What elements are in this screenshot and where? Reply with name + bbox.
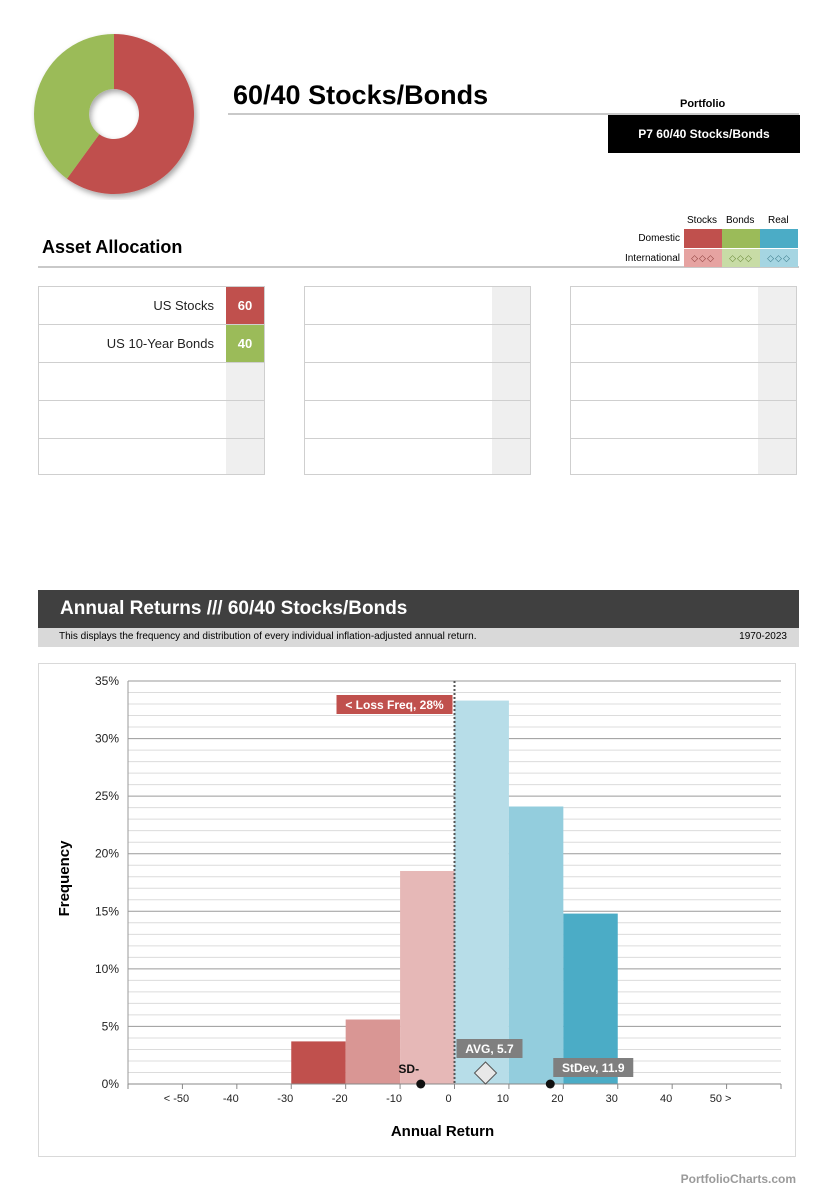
- title-divider: [228, 113, 799, 115]
- legend-row-international: International: [624, 253, 680, 264]
- loss-frequency-box: [336, 695, 453, 714]
- x-tick-label: 50 >: [710, 1093, 732, 1105]
- legend-swatch-domestic-real: [760, 229, 798, 248]
- asset-allocation-divider: [38, 266, 799, 268]
- asset-name: US 10-Year Bonds: [106, 336, 214, 351]
- histogram-bar: [508, 806, 564, 1084]
- legend-swatch-domestic-bonds: [722, 229, 760, 248]
- y-tick-label: 25%: [95, 789, 119, 803]
- x-tick-label: 30: [606, 1093, 618, 1105]
- histogram-bar: [563, 913, 618, 1084]
- allocation-row: [305, 287, 530, 325]
- y-axis-title: Frequency: [56, 840, 73, 917]
- histogram-bar: [345, 1019, 401, 1084]
- x-tick-label: -20: [332, 1093, 348, 1105]
- footer-brand: PortfolioCharts.com: [680, 1172, 796, 1186]
- allocation-row: [305, 325, 530, 363]
- allocation-donut-chart: [33, 34, 194, 194]
- section-description: This displays the frequency and distribu…: [59, 631, 477, 642]
- section-subheader: This displays the frequency and distribu…: [38, 628, 799, 647]
- legend-row-domestic: Domestic: [638, 233, 680, 244]
- y-tick-label: 5%: [102, 1019, 120, 1033]
- legend-swatch-intl-bonds: ◇◇◇: [722, 249, 760, 267]
- allocation-table-1: US Stocks 60 US 10-Year Bonds 40: [38, 286, 265, 475]
- x-tick-label: 20: [551, 1093, 563, 1105]
- chart-frame: 0% 5% 10% 15% 20% 25% 30% 35% < -50 -40 -30 -20 -10 0…: [38, 663, 796, 1157]
- asset-name: US Stocks: [153, 298, 214, 313]
- histogram-bar: [291, 1041, 346, 1084]
- allocation-row: US 10-Year Bonds 40: [39, 325, 264, 363]
- section-period: 1970-2023: [739, 631, 787, 642]
- legend-col-stocks: Stocks: [687, 215, 718, 226]
- allocation-table-3: [570, 286, 797, 475]
- average-marker: [473, 1061, 498, 1085]
- histogram-bar: [454, 700, 509, 1084]
- allocation-row: [305, 439, 530, 477]
- average-label: AVG, 5.7: [465, 1042, 514, 1056]
- loss-frequency-label: < Loss Freq, 28%: [345, 698, 444, 712]
- legend-col-real: Real: [768, 215, 789, 226]
- value-column-shade: [492, 287, 530, 474]
- x-axis-title: Annual Return: [391, 1123, 494, 1140]
- donut-slice: [33, 34, 114, 179]
- x-tick-label: -10: [386, 1093, 402, 1105]
- y-tick-label: 30%: [95, 732, 119, 746]
- y-tick-label: 15%: [95, 904, 119, 918]
- stdev-box: [553, 1058, 634, 1077]
- allocation-row: [39, 439, 264, 477]
- legend-swatch-intl-real: ◇◇◇: [760, 249, 798, 267]
- allocation-row: [305, 363, 530, 401]
- allocation-row: [571, 363, 796, 401]
- section-header: Annual Returns /// 60/40 Stocks/Bonds: [38, 590, 799, 628]
- allocation-row: US Stocks 60: [39, 287, 264, 325]
- average-box: [456, 1039, 523, 1058]
- y-tick-label: 0%: [102, 1077, 120, 1091]
- allocation-row: [571, 287, 796, 325]
- asset-percent: 40: [226, 325, 264, 362]
- annual-returns-histogram: 0% 5% 10% 15% 20% 25% 30% 35% < -50 -40 -30 -20 -10 0…: [56, 674, 782, 1140]
- y-tick-label: 35%: [95, 674, 119, 688]
- section-title: Annual Returns /// 60/40 Stocks/Bonds: [60, 598, 408, 619]
- allocation-row: [305, 401, 530, 439]
- x-tick-label: 10: [497, 1093, 509, 1105]
- x-tick-label: 0: [445, 1093, 451, 1105]
- allocation-row: [39, 401, 264, 439]
- allocation-row: [571, 325, 796, 363]
- legend-swatch-domestic-stocks: [684, 229, 722, 248]
- sd-minus-label: SD-: [398, 1062, 419, 1076]
- sd-plus-marker: [545, 1079, 555, 1089]
- legend-swatch-intl-stocks: ◇◇◇: [684, 249, 722, 267]
- portfolio-label: Portfolio: [680, 98, 726, 110]
- allocation-row: [571, 401, 796, 439]
- allocation-table-2: [304, 286, 531, 475]
- x-tick-label: -30: [277, 1093, 293, 1105]
- value-column-shade: [758, 287, 796, 474]
- x-tick-label: 40: [660, 1093, 672, 1105]
- allocation-row: [571, 439, 796, 477]
- stdev-label: StDev, 11.9: [562, 1061, 625, 1075]
- histogram-bar: [400, 870, 455, 1084]
- allocation-row: [39, 363, 264, 401]
- page-title: 60/40 Stocks/Bonds: [233, 80, 489, 110]
- portfolio-selector[interactable]: P7 60/40 Stocks/Bonds: [608, 115, 800, 153]
- x-tick-label: -40: [223, 1093, 239, 1105]
- legend-col-bonds: Bonds: [726, 215, 755, 226]
- donut-slice: [66, 34, 194, 194]
- asset-allocation-title: Asset Allocation: [42, 237, 183, 257]
- x-tick-label: < -50: [164, 1093, 189, 1105]
- asset-percent: 60: [226, 287, 264, 324]
- sd-minus-marker: [416, 1079, 426, 1089]
- y-tick-label: 10%: [95, 962, 119, 976]
- y-tick-label: 20%: [95, 847, 119, 861]
